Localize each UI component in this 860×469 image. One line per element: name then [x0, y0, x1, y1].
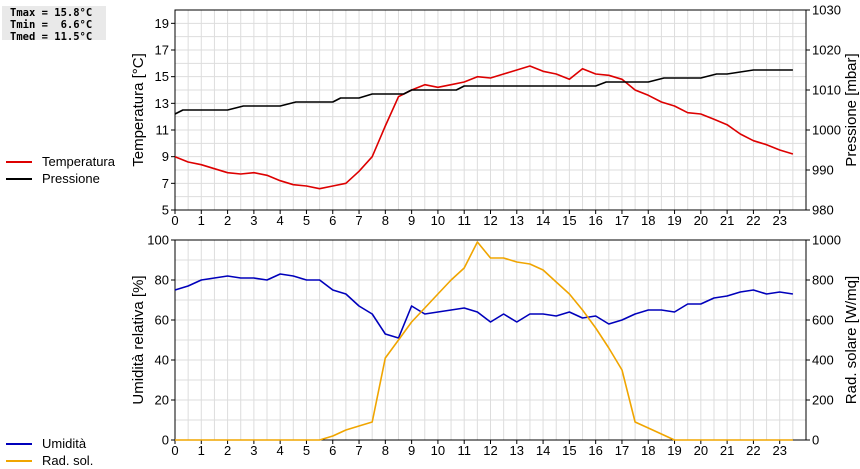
x-tick-label: 9 — [408, 213, 415, 228]
legend-swatch-pressione — [6, 177, 32, 180]
y-tick-label: 20 — [155, 393, 169, 408]
legend-item-temperatura: Temperatura — [6, 153, 115, 170]
x-tick-label: 23 — [772, 443, 786, 458]
y2-tick-label: 1000 — [812, 123, 841, 138]
x-tick-label: 11 — [457, 443, 471, 458]
y2-axis-label: Rad. solare [W/mq] — [843, 276, 860, 404]
y2-tick-label: 800 — [812, 273, 834, 288]
y2-tick-label: 0 — [812, 433, 819, 448]
y2-tick-label: 1000 — [812, 233, 841, 248]
x-tick-label: 21 — [720, 443, 734, 458]
y-tick-label: 0 — [162, 433, 169, 448]
stats-box: Tmax = 15.8°C Tmin = 6.6°C Tmed = 11.5°C — [2, 6, 106, 43]
y2-tick-label: 980 — [812, 203, 834, 218]
y-tick-label: 80 — [155, 273, 169, 288]
x-tick-label: 18 — [641, 443, 655, 458]
x-tick-label: 20 — [694, 443, 708, 458]
x-tick-label: 1 — [198, 213, 205, 228]
x-tick-label: 14 — [536, 443, 550, 458]
x-tick-label: 2 — [224, 443, 231, 458]
x-tick-label: 5 — [303, 213, 310, 228]
legend-swatch-umidita — [6, 442, 32, 445]
x-tick-label: 4 — [277, 443, 284, 458]
x-tick-label: 15 — [562, 213, 576, 228]
y-tick-label: 60 — [155, 313, 169, 328]
y2-tick-label: 1010 — [812, 83, 841, 98]
series-line-umidit — [174, 273, 794, 339]
y-tick-label: 17 — [155, 43, 169, 58]
y2-tick-label: 1020 — [812, 43, 841, 58]
x-tick-label: 3 — [250, 443, 257, 458]
legend-label-pressione: Pressione — [42, 171, 100, 186]
legend-item-umidita: Umidità — [6, 435, 93, 452]
x-tick-label: 17 — [615, 213, 629, 228]
x-tick-label: 6 — [329, 213, 336, 228]
y2-tick-label: 400 — [812, 353, 834, 368]
x-tick-label: 19 — [667, 213, 681, 228]
y-axis-label: Umidità relativa [%] — [130, 275, 147, 404]
y-tick-label: 40 — [155, 353, 169, 368]
y2-tick-label: 200 — [812, 393, 834, 408]
x-tick-label: 10 — [431, 443, 445, 458]
x-tick-label: 8 — [382, 443, 389, 458]
legend-top: Temperatura Pressione — [6, 153, 115, 187]
x-tick-label: 7 — [355, 443, 362, 458]
y-tick-label: 13 — [155, 96, 169, 111]
x-tick-label: 16 — [588, 443, 602, 458]
series-line-pressione — [174, 69, 793, 115]
x-tick-label: 7 — [355, 213, 362, 228]
y2-axis-label: Pressione [mbar] — [843, 53, 860, 166]
x-tick-label: 11 — [457, 213, 471, 228]
x-tick-label: 10 — [431, 213, 445, 228]
x-tick-label: 14 — [536, 213, 550, 228]
y2-tick-label: 1030 — [812, 3, 841, 18]
x-tick-label: 18 — [641, 213, 655, 228]
x-tick-label: 19 — [667, 443, 681, 458]
x-tick-label: 21 — [720, 213, 734, 228]
x-tick-label: 17 — [615, 443, 629, 458]
x-tick-label: 6 — [329, 443, 336, 458]
x-tick-label: 2 — [224, 213, 231, 228]
x-tick-label: 0 — [171, 443, 178, 458]
series-line-rad-sol — [175, 241, 793, 441]
legend-label-umidita: Umidità — [42, 436, 87, 451]
chart-panel-1: 0 1 2 3 4 5 6 7 8 9 10 11 12 13 14 15 16 17 18 19 20 21 22 2357… — [130, 3, 860, 229]
y2-tick-label: 600 — [812, 313, 834, 328]
tmax-stat: Tmax = 15.8°C — [10, 7, 93, 19]
chart-panel-2: 0 1 2 3 4 5 6 7 8 9 10 11 12 13 14 15 16 17 18 19 20 21 22 2302… — [130, 233, 860, 459]
x-tick-label: 4 — [277, 213, 284, 228]
y-tick-label: 15 — [155, 69, 169, 84]
x-tick-label: 12 — [483, 213, 497, 228]
legend-item-pressione: Pressione — [6, 170, 115, 187]
y-tick-label: 7 — [162, 176, 169, 191]
x-tick-label: 22 — [746, 443, 760, 458]
y2-tick-label: 990 — [812, 163, 834, 178]
x-tick-label: 22 — [746, 213, 760, 228]
y-tick-label: 9 — [162, 149, 169, 164]
series-line-temperatura — [174, 65, 794, 190]
y-tick-label: 5 — [162, 203, 169, 218]
x-tick-label: 12 — [483, 443, 497, 458]
x-tick-label: 16 — [588, 213, 602, 228]
x-tick-label: 20 — [694, 213, 708, 228]
x-tick-label: 5 — [303, 443, 310, 458]
x-tick-label: 15 — [562, 443, 576, 458]
legend-label-temperatura: Temperatura — [42, 154, 115, 169]
x-tick-label: 1 — [198, 443, 205, 458]
y-tick-label: 11 — [156, 123, 170, 138]
x-tick-label: 13 — [510, 213, 524, 228]
x-tick-label: 8 — [382, 213, 389, 228]
tmin-stat: Tmin = 6.6°C — [10, 19, 93, 31]
tmed-stat: Tmed = 11.5°C — [10, 31, 93, 43]
x-tick-label: 23 — [772, 213, 786, 228]
x-tick-label: 0 — [171, 213, 178, 228]
x-tick-label: 13 — [510, 443, 524, 458]
y-tick-label: 100 — [147, 233, 169, 248]
legend-swatch-temperatura — [6, 160, 32, 163]
y-axis-label: Temperatura [°C] — [130, 53, 147, 167]
x-tick-label: 9 — [408, 443, 415, 458]
y-tick-label: 19 — [155, 16, 169, 31]
x-tick-label: 3 — [250, 213, 257, 228]
